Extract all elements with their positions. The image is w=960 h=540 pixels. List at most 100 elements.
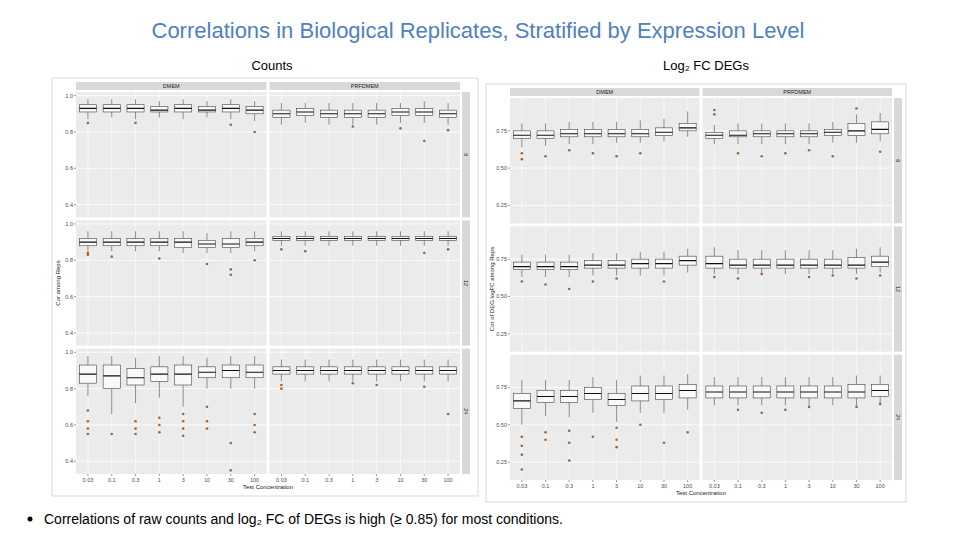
median <box>824 265 841 266</box>
grid-line <box>270 461 461 462</box>
tick <box>74 352 76 353</box>
whisker <box>832 398 833 405</box>
grid-line <box>616 226 617 351</box>
plot-area <box>270 220 461 345</box>
chart-frame <box>52 78 478 496</box>
median <box>392 111 409 112</box>
whisker <box>448 374 449 381</box>
median <box>679 260 696 261</box>
box <box>344 237 361 241</box>
whisker <box>352 360 353 367</box>
whisker <box>687 374 688 384</box>
outlier <box>592 280 595 283</box>
box <box>175 365 192 385</box>
whisker <box>230 112 231 119</box>
y-tick-label: 0.8 <box>65 129 73 135</box>
strip-label: 6 <box>895 159 901 162</box>
outlier <box>229 268 232 271</box>
median <box>79 108 96 109</box>
page: {"title": "Correlations in Biological Re… <box>0 0 960 540</box>
strip <box>894 226 902 351</box>
median <box>368 370 385 371</box>
box <box>801 259 818 268</box>
outlier <box>182 413 185 416</box>
y-tick-label: 0.8 <box>65 386 73 392</box>
whisker <box>856 268 857 274</box>
whisker <box>616 380 617 393</box>
outlier <box>134 420 137 423</box>
whisker <box>87 99 88 104</box>
median <box>246 372 263 373</box>
grid-line <box>761 98 762 223</box>
box <box>320 367 337 374</box>
whisker <box>111 112 112 117</box>
grid-line <box>545 226 546 351</box>
box <box>273 110 290 117</box>
whisker <box>281 103 282 110</box>
whisker <box>714 268 715 274</box>
outlier <box>182 435 185 438</box>
whisker <box>135 99 136 104</box>
tick <box>74 204 76 205</box>
tick <box>508 387 510 388</box>
whisker <box>352 117 353 124</box>
median <box>824 132 841 133</box>
whisker <box>183 248 184 253</box>
median <box>175 242 192 243</box>
median <box>801 391 818 392</box>
whisker <box>880 247 881 256</box>
strip <box>462 220 470 345</box>
tick <box>508 130 510 131</box>
median <box>632 133 649 134</box>
tick <box>640 480 641 482</box>
whisker <box>687 265 688 272</box>
median <box>537 396 554 397</box>
whisker <box>87 246 88 251</box>
whisker <box>738 377 739 386</box>
tick <box>448 474 449 476</box>
tick <box>545 480 546 482</box>
strip-label: DMEM <box>596 89 613 95</box>
median <box>584 393 601 394</box>
outlier <box>229 442 232 445</box>
panel <box>76 349 267 474</box>
median <box>344 370 361 371</box>
box <box>537 262 554 269</box>
median <box>872 262 889 263</box>
panel <box>76 92 267 217</box>
strip <box>76 82 267 90</box>
tick <box>74 95 76 96</box>
whisker <box>183 99 184 104</box>
whisker <box>424 116 425 123</box>
median <box>848 391 865 392</box>
panel <box>703 226 893 351</box>
whisker <box>761 377 762 386</box>
grid-line <box>687 98 688 223</box>
box <box>872 385 889 397</box>
median <box>103 242 120 243</box>
whisker <box>448 231 449 236</box>
box <box>753 259 770 268</box>
median <box>608 265 625 266</box>
whisker <box>714 138 715 144</box>
whisker <box>254 231 255 238</box>
outlier <box>447 129 450 132</box>
whisker <box>663 252 664 259</box>
strip <box>894 98 902 223</box>
whisker <box>352 374 353 381</box>
whisker <box>761 137 762 144</box>
median <box>513 135 530 136</box>
x-tick-label: 10 <box>204 477 210 483</box>
box <box>127 105 144 112</box>
whisker <box>785 137 786 144</box>
y-tick-label: 0.25 <box>496 459 507 465</box>
tick <box>305 474 306 476</box>
x-tick-label: 30 <box>661 483 667 489</box>
outlier <box>229 469 232 472</box>
tick <box>74 388 76 389</box>
whisker <box>183 112 184 119</box>
whisker <box>230 356 231 365</box>
whisker <box>329 360 330 367</box>
y-tick-label: 0.50 <box>496 422 507 428</box>
box <box>777 386 794 398</box>
